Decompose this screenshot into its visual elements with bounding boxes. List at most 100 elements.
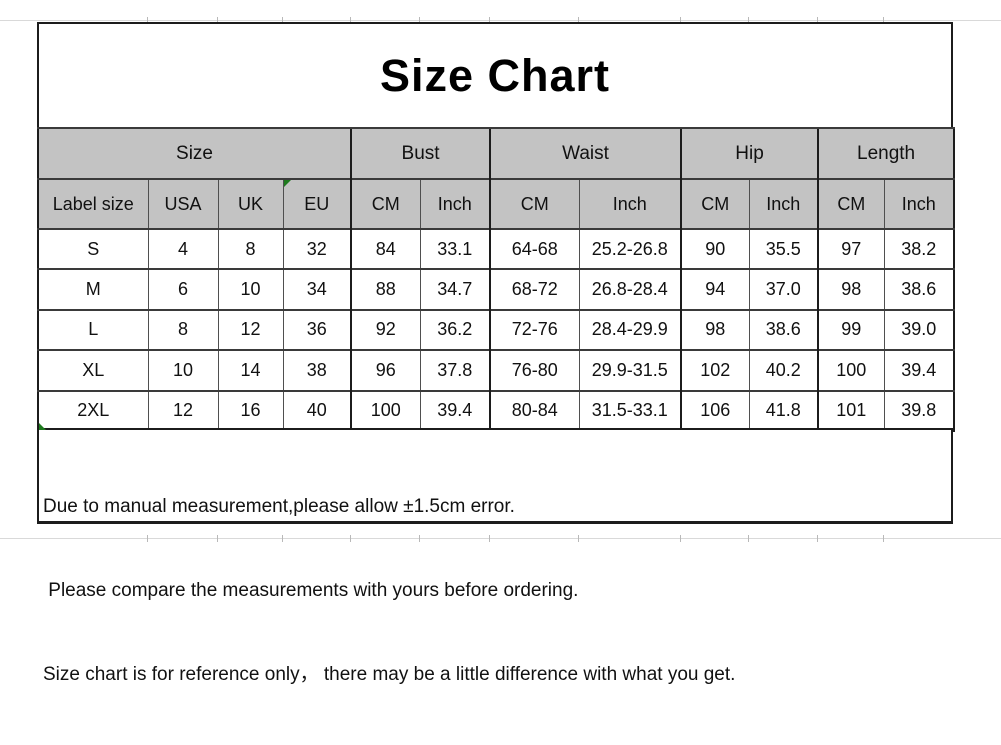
- cell-length-inch: 39.0: [883, 308, 955, 351]
- size-chart-table: Size Bust Waist Hip Length Label size US…: [37, 127, 956, 432]
- column-group-waist: Waist: [489, 127, 682, 180]
- gridline-tick: [680, 17, 681, 24]
- cell-uk: 8: [217, 227, 284, 270]
- cell-length-inch: 38.6: [883, 268, 955, 311]
- gridline-tick: [578, 535, 579, 542]
- cell-length-cm: 98: [817, 268, 885, 311]
- cell-bust-inch: 34.7: [419, 268, 491, 311]
- cell-label-size: XL: [37, 349, 149, 392]
- cell-waist-inch: 26.8-28.4: [578, 268, 682, 311]
- table-row-xl: XL 10 14 38 96 37.8 76-80 29.9-31.5 102 …: [37, 349, 955, 392]
- col-header-hip-cm: CM: [680, 178, 750, 230]
- title-box: Size Chart: [37, 22, 953, 127]
- col-header-bust-cm: CM: [350, 178, 421, 230]
- table-row-2xl: 2XL 12 16 40 100 39.4 80-84 31.5-33.1 10…: [37, 389, 955, 432]
- sub-header-row: Label size USA UK EU CM Inch CM Inch CM …: [37, 178, 955, 230]
- cell-usa: 6: [147, 268, 219, 311]
- gridline-tick: [680, 535, 681, 542]
- cell-label-size: S: [37, 227, 149, 270]
- column-group-bust: Bust: [350, 127, 491, 180]
- cell-bust-inch: 36.2: [419, 308, 491, 351]
- cell-eu: 32: [282, 227, 352, 270]
- cell-bust-cm: 88: [350, 268, 421, 311]
- gridline-tick: [217, 535, 218, 542]
- cell-waist-cm: 76-80: [489, 349, 580, 392]
- cell-eu: 36: [282, 308, 352, 351]
- col-header-length-inch: Inch: [883, 178, 955, 230]
- page-title: Size Chart: [379, 49, 611, 101]
- cell-bust-inch: 33.1: [419, 227, 491, 270]
- cell-usa: 8: [147, 308, 219, 351]
- cell-waist-inch: 31.5-33.1: [578, 389, 682, 432]
- cell-label-size: M: [37, 268, 149, 311]
- cell-hip-cm: 94: [680, 268, 750, 311]
- size-chart-image: Size Chart Size Bust Waist Hip Length La…: [0, 17, 1001, 685]
- cell-bust-inch: 39.4: [419, 389, 491, 432]
- gridline-tick: [578, 17, 579, 24]
- col-header-length-cm: CM: [817, 178, 885, 230]
- cell-uk: 12: [217, 308, 284, 351]
- cell-bust-cm: 92: [350, 308, 421, 351]
- cell-uk: 14: [217, 349, 284, 392]
- cell-usa: 10: [147, 349, 219, 392]
- cell-waist-cm: 68-72: [489, 268, 580, 311]
- gridline-tick: [282, 17, 283, 24]
- cell-hip-cm: 102: [680, 349, 750, 392]
- cell-waist-inch: 25.2-26.8: [578, 227, 682, 270]
- col-header-label-size: Label size: [37, 178, 149, 230]
- cell-hip-inch: 37.0: [748, 268, 819, 311]
- column-group-length: Length: [817, 127, 955, 180]
- cell-bust-inch: 37.8: [419, 349, 491, 392]
- cell-usa: 12: [147, 389, 219, 432]
- gridline-tick: [419, 17, 420, 24]
- spreadsheet-gridline-top: [0, 17, 1001, 24]
- cell-hip-inch: 41.8: [748, 389, 819, 432]
- cell-label-size: L: [37, 308, 149, 351]
- cell-bust-cm: 84: [350, 227, 421, 270]
- cell-length-inch: 38.2: [883, 227, 955, 270]
- cell-uk: 10: [217, 268, 284, 311]
- cell-bust-cm: 100: [350, 389, 421, 432]
- cell-label-size: 2XL: [37, 389, 149, 432]
- note-line-2: Please compare the measurements with you…: [43, 580, 579, 601]
- gridline-tick: [883, 17, 884, 24]
- cell-flag-triangle-icon: [39, 423, 46, 430]
- cell-hip-cm: 90: [680, 227, 750, 270]
- col-header-usa: USA: [147, 178, 219, 230]
- cell-eu: 40: [282, 389, 352, 432]
- cell-length-inch: 39.4: [883, 349, 955, 392]
- table-row-s: S 4 8 32 84 33.1 64-68 25.2-26.8 90 35.5…: [37, 227, 955, 270]
- note-line-1: Due to manual measurement,please allow ±…: [43, 496, 515, 517]
- col-header-hip-inch: Inch: [748, 178, 819, 230]
- cell-hip-cm: 106: [680, 389, 750, 432]
- gridline-tick: [217, 17, 218, 24]
- group-header-row: Size Bust Waist Hip Length: [37, 127, 955, 180]
- cell-flag-triangle-icon: [284, 180, 291, 187]
- gridline-tick: [883, 535, 884, 542]
- gridline-tick: [282, 535, 283, 542]
- cell-waist-cm: 80-84: [489, 389, 580, 432]
- gridline-tick: [817, 535, 818, 542]
- cell-uk: 16: [217, 389, 284, 432]
- cell-waist-inch: 29.9-31.5: [578, 349, 682, 392]
- gridline-tick: [817, 17, 818, 24]
- gridline-tick: [147, 17, 148, 24]
- cell-hip-inch: 35.5: [748, 227, 819, 270]
- column-group-hip: Hip: [680, 127, 819, 180]
- cell-usa: 4: [147, 227, 219, 270]
- cell-waist-cm: 72-76: [489, 308, 580, 351]
- cell-hip-cm: 98: [680, 308, 750, 351]
- cell-waist-cm: 64-68: [489, 227, 580, 270]
- gridline-tick: [489, 17, 490, 24]
- cell-hip-inch: 38.6: [748, 308, 819, 351]
- column-group-size: Size: [37, 127, 352, 180]
- note-line-3: Size chart is for reference only， there …: [43, 664, 736, 685]
- gridline-tick: [748, 17, 749, 24]
- gridline-tick: [350, 17, 351, 24]
- cell-length-cm: 97: [817, 227, 885, 270]
- col-header-eu: EU: [282, 178, 352, 230]
- col-header-waist-cm: CM: [489, 178, 580, 230]
- cell-length-cm: 101: [817, 389, 885, 432]
- gridline-tick: [489, 535, 490, 542]
- cell-length-inch: 39.8: [883, 389, 955, 432]
